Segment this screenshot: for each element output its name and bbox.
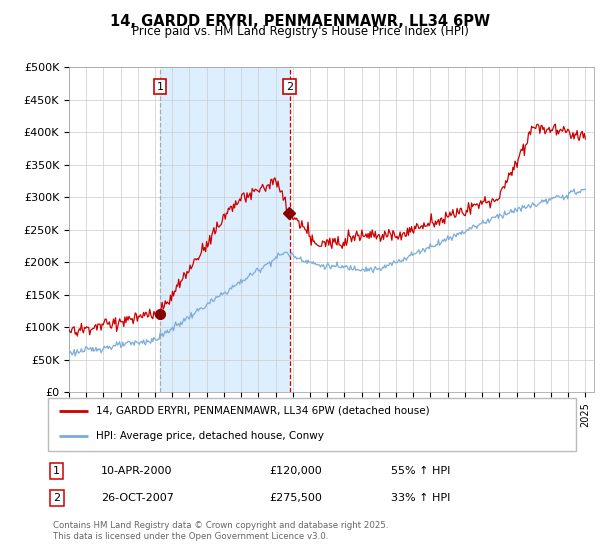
Text: 10-APR-2000: 10-APR-2000 — [101, 466, 172, 477]
Text: 55% ↑ HPI: 55% ↑ HPI — [391, 466, 451, 477]
Text: 2: 2 — [53, 493, 61, 503]
Text: 14, GARDD ERYRI, PENMAENMAWR, LL34 6PW (detached house): 14, GARDD ERYRI, PENMAENMAWR, LL34 6PW (… — [95, 406, 429, 416]
Text: 2: 2 — [286, 82, 293, 92]
Text: 33% ↑ HPI: 33% ↑ HPI — [391, 493, 451, 503]
Text: Price paid vs. HM Land Registry's House Price Index (HPI): Price paid vs. HM Land Registry's House … — [131, 25, 469, 38]
Text: 26-OCT-2007: 26-OCT-2007 — [101, 493, 173, 503]
Text: £275,500: £275,500 — [270, 493, 323, 503]
Text: 1: 1 — [157, 82, 163, 92]
Text: £120,000: £120,000 — [270, 466, 323, 477]
Text: HPI: Average price, detached house, Conwy: HPI: Average price, detached house, Conw… — [95, 431, 323, 441]
FancyBboxPatch shape — [48, 398, 576, 451]
Text: 14, GARDD ERYRI, PENMAENMAWR, LL34 6PW: 14, GARDD ERYRI, PENMAENMAWR, LL34 6PW — [110, 14, 490, 29]
Bar — [160, 67, 290, 392]
Text: 1: 1 — [53, 466, 60, 477]
Text: Contains HM Land Registry data © Crown copyright and database right 2025.
This d: Contains HM Land Registry data © Crown c… — [53, 521, 389, 540]
